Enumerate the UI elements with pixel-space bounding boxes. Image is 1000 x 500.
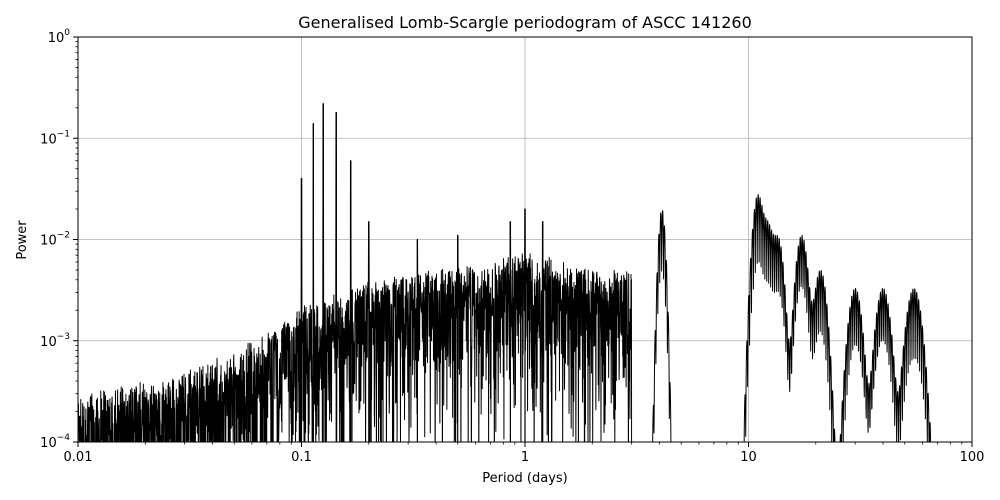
y-tick-label: 10−3 bbox=[40, 332, 70, 350]
x-tick-label: 1 bbox=[521, 450, 529, 465]
x-tick-label: 0.1 bbox=[291, 450, 312, 465]
x-tick-label: 0.01 bbox=[64, 450, 93, 465]
y-tick-label: 100 bbox=[48, 28, 71, 46]
x-axis-label: Period (days) bbox=[482, 471, 568, 486]
y-tick-label: 10−2 bbox=[40, 231, 70, 249]
periodogram-line bbox=[78, 103, 932, 442]
y-axis-label: Power bbox=[15, 220, 30, 260]
y-tick-label: 10−1 bbox=[40, 129, 70, 147]
y-axis-ticks: 10−4 10−3 10−2 10−1 100 bbox=[40, 28, 78, 451]
chart-title: Generalised Lomb-Scargle periodogram of … bbox=[298, 13, 752, 32]
x-tick-label: 10 bbox=[740, 450, 757, 465]
x-axis-ticks: 0.01 0.1 1 10 100 bbox=[64, 442, 985, 465]
x-tick-label: 100 bbox=[960, 450, 985, 465]
periodogram-series bbox=[78, 103, 932, 442]
y-tick-label: 10−4 bbox=[40, 433, 70, 451]
